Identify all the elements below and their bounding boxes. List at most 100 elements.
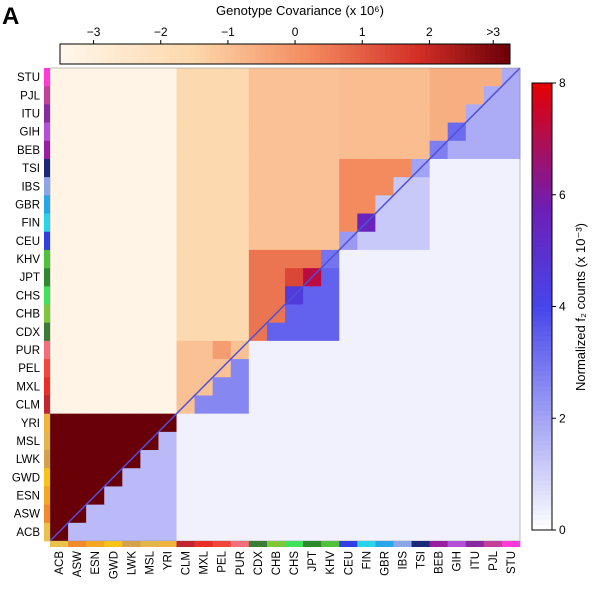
heatmap-cell — [122, 468, 141, 487]
heatmap-cell — [248, 104, 268, 123]
heatmap-cell — [50, 68, 69, 87]
heatmap-cell — [375, 359, 394, 378]
population-label: BEB — [17, 145, 40, 157]
population-label: ASW — [72, 551, 84, 577]
heatmap-cell — [176, 68, 196, 87]
heatmap-cell — [375, 413, 394, 433]
heatmap-cell — [357, 468, 376, 487]
colorbar-segment — [532, 366, 552, 372]
heatmap-cell — [176, 104, 196, 123]
heatmap-cell — [122, 359, 141, 378]
heatmap-cell — [104, 231, 123, 251]
colorbar-segment — [532, 460, 552, 466]
heatmap-cell — [465, 486, 485, 506]
colorbar-segment — [532, 147, 552, 153]
population-color-swatch — [411, 541, 430, 547]
population-color-swatch — [44, 249, 50, 269]
heatmap-cell — [285, 68, 304, 87]
heatmap-cell — [501, 249, 521, 269]
population-label: GIH — [452, 551, 464, 571]
heatmap-cell — [158, 286, 177, 305]
heatmap-cell — [266, 322, 286, 342]
heatmap-cell — [86, 177, 105, 196]
heatmap-cell — [501, 140, 521, 160]
heatmap-cell — [248, 286, 268, 305]
colorbar-segment — [185, 44, 191, 64]
heatmap-cell — [375, 322, 394, 342]
heatmap-cell — [411, 431, 431, 451]
heatmap-cell — [248, 249, 268, 269]
heatmap-cell — [303, 431, 322, 451]
heatmap-cell — [429, 377, 449, 396]
heatmap-cell — [194, 122, 214, 142]
heatmap-cell — [212, 522, 232, 542]
heatmap-cell — [501, 468, 521, 487]
heatmap-cell — [176, 177, 196, 196]
colorbar-segment — [450, 44, 456, 64]
heatmap-cell — [321, 504, 340, 524]
heatmap-cell — [248, 122, 268, 142]
heatmap-cell — [447, 286, 467, 305]
heatmap-cell — [483, 231, 503, 251]
heatmap-cell — [357, 359, 376, 378]
heatmap-cell — [86, 213, 105, 233]
heatmap-cell — [230, 122, 250, 142]
colorbar-tick-label: 6 — [559, 188, 566, 202]
heatmap-cell — [357, 268, 376, 287]
heatmap-cell — [50, 322, 69, 342]
heatmap-cell — [158, 359, 177, 378]
colorbar-segment — [480, 44, 486, 64]
population-label: CHB — [271, 551, 283, 576]
heatmap-cell — [465, 468, 485, 487]
population-label: KHV — [16, 254, 40, 266]
heatmap-cell — [50, 504, 69, 524]
colorbar-segment — [532, 137, 552, 143]
heatmap-cell — [501, 450, 521, 469]
heatmap-cell — [483, 286, 503, 305]
heatmap-cell — [50, 140, 69, 160]
population-label: MXL — [199, 550, 211, 574]
heatmap-cell — [212, 431, 232, 451]
heatmap-cell — [122, 249, 141, 269]
heatmap-cell — [375, 304, 394, 324]
population-label: TSI — [416, 551, 428, 569]
colorbar-segment — [532, 321, 552, 327]
heatmap-cell — [158, 395, 177, 415]
heatmap-cell — [68, 450, 87, 469]
population-color-swatch — [266, 541, 286, 547]
heatmap-cell — [339, 177, 358, 196]
heatmap-cell — [357, 68, 376, 87]
heatmap-cell — [212, 249, 232, 269]
heatmap-cell — [447, 413, 467, 433]
heatmap-cell — [86, 158, 105, 178]
colorbar-segment — [532, 167, 552, 173]
heatmap-cell — [303, 395, 322, 415]
f2-colorbar: 0 2 4 6 8 Normalized f₂ counts (x 10⁻³) — [531, 76, 588, 537]
heatmap-cell — [339, 504, 358, 524]
heatmap-cell — [321, 431, 340, 451]
heatmap-cell — [86, 140, 105, 160]
heatmap-cell — [501, 213, 521, 233]
heatmap-cell — [194, 68, 214, 87]
heatmap-cell — [465, 340, 485, 360]
heatmap-cell — [68, 286, 87, 305]
colorbar-segment — [532, 281, 552, 288]
colorbar-segment — [532, 301, 552, 307]
heatmap-cell — [375, 486, 394, 506]
heatmap-cell — [357, 304, 376, 324]
population-color-swatch — [44, 340, 50, 360]
heatmap-cell — [465, 304, 485, 324]
heatmap-cell — [104, 122, 123, 142]
heatmap-cell — [266, 213, 286, 233]
heatmap-cell — [86, 395, 105, 415]
colorbar-segment — [205, 44, 211, 64]
heatmap-cell — [122, 522, 141, 542]
colorbar-segment — [315, 44, 321, 64]
heatmap-cell — [122, 322, 141, 342]
population-label: GBR — [379, 551, 391, 576]
heatmap-cell — [140, 104, 159, 123]
heatmap-cell — [176, 268, 196, 287]
heatmap-cell — [104, 522, 123, 542]
heatmap-cell — [375, 140, 394, 160]
heatmap-cell — [357, 231, 376, 251]
